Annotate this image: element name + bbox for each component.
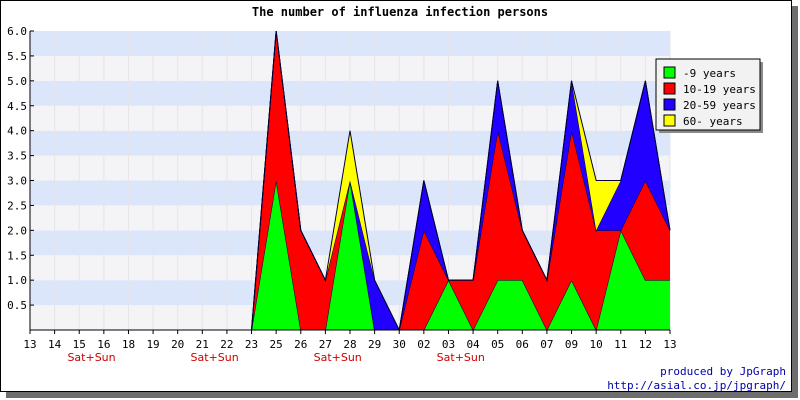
- y-tick-label: 1.0: [7, 274, 27, 287]
- x-tick-label: 09: [565, 338, 578, 351]
- axes: [29, 30, 671, 334]
- y-tick-label: 2.0: [7, 224, 27, 237]
- chart-title: The number of influenza infection person…: [252, 5, 548, 19]
- x-tick-label: 18: [122, 338, 135, 351]
- legend-label: 60- years: [683, 115, 743, 128]
- x-tick-label: 25: [270, 338, 283, 351]
- legend-swatch: [663, 82, 676, 95]
- x-tick-label: 07: [540, 338, 553, 351]
- weekend-labels: Sat+Sun Sat+Sun Sat+Sun Sat+Sun: [67, 351, 484, 364]
- x-tick-label: 28: [343, 338, 356, 351]
- x-tick-label: 22: [220, 338, 233, 351]
- x-tick-label: 14: [48, 338, 62, 351]
- legend-swatch: [663, 98, 676, 111]
- y-tick-label: 5.0: [7, 75, 27, 88]
- x-tick-label: 06: [516, 338, 529, 351]
- x-tick-label: 12: [639, 338, 652, 351]
- x-tick-label: 13: [23, 338, 36, 351]
- x-tick-label: 04: [466, 338, 480, 351]
- x-tick-label: 15: [73, 338, 86, 351]
- y-tick-label: 4.5: [7, 100, 27, 113]
- x-tick-label: 29: [368, 338, 381, 351]
- stacked-areas: [30, 30, 671, 332]
- frame-shadow-right: [792, 6, 798, 398]
- x-tick-label: 11: [614, 338, 627, 351]
- x-tick-label: 30: [393, 338, 406, 351]
- y-tick-labels: 0.5 1.0 1.5 2.0 2.5 3.0 3.5 4.0 4.5 5.0 5.5 6.0: [7, 25, 27, 312]
- y-tick-label: 6.0: [7, 25, 27, 38]
- x-tick-label: 20: [171, 338, 184, 351]
- series-area--9-years: [30, 180, 670, 330]
- legend-label: 20-59 years: [683, 99, 756, 112]
- y-tick-label: 0.5: [7, 299, 27, 312]
- y-tick-label: 5.5: [7, 50, 27, 63]
- y-tick-label: 4.0: [7, 125, 27, 138]
- x-tick-label: 02: [417, 338, 430, 351]
- legend-label: 10-19 years: [683, 83, 756, 96]
- credit-url: http://asial.co.jp/jpgraph/: [607, 379, 786, 392]
- weekend-label: Sat+Sun: [437, 351, 485, 364]
- x-tick-label: 19: [146, 338, 159, 351]
- credit-producer: produced by JpGraph: [660, 365, 786, 378]
- x-tick-label: 21: [196, 338, 209, 351]
- x-tick-label: 05: [491, 338, 504, 351]
- series-area-60-years: [30, 31, 670, 330]
- weekend-label: Sat+Sun: [67, 351, 115, 364]
- y-tick-label: 2.5: [7, 199, 27, 212]
- x-tick-labels: 13 14 15 16 18 19 20 21 22 23 25 26 27 28 29 30 02 03 04 05…: [23, 338, 676, 351]
- x-tick-label: 03: [442, 338, 455, 351]
- x-tick-label: 13: [663, 338, 676, 351]
- legend: -9 years 10-19 years 20-59 years 60- years: [655, 58, 763, 133]
- x-tick-label: 16: [97, 338, 110, 351]
- x-tick-label: 10: [590, 338, 603, 351]
- x-tick-label: 26: [294, 338, 307, 351]
- legend-swatch: [663, 66, 676, 79]
- legend-swatch: [663, 114, 676, 127]
- y-tick-label: 1.5: [7, 249, 27, 262]
- weekend-label: Sat+Sun: [191, 351, 239, 364]
- y-tick-label: 3.0: [7, 175, 27, 188]
- y-tick-label: 3.5: [7, 150, 27, 163]
- x-tick-label: 23: [245, 338, 258, 351]
- frame-shadow-bottom: [6, 392, 798, 398]
- x-tick-label: 27: [319, 338, 332, 351]
- weekend-label: Sat+Sun: [314, 351, 362, 364]
- legend-label: -9 years: [683, 67, 736, 80]
